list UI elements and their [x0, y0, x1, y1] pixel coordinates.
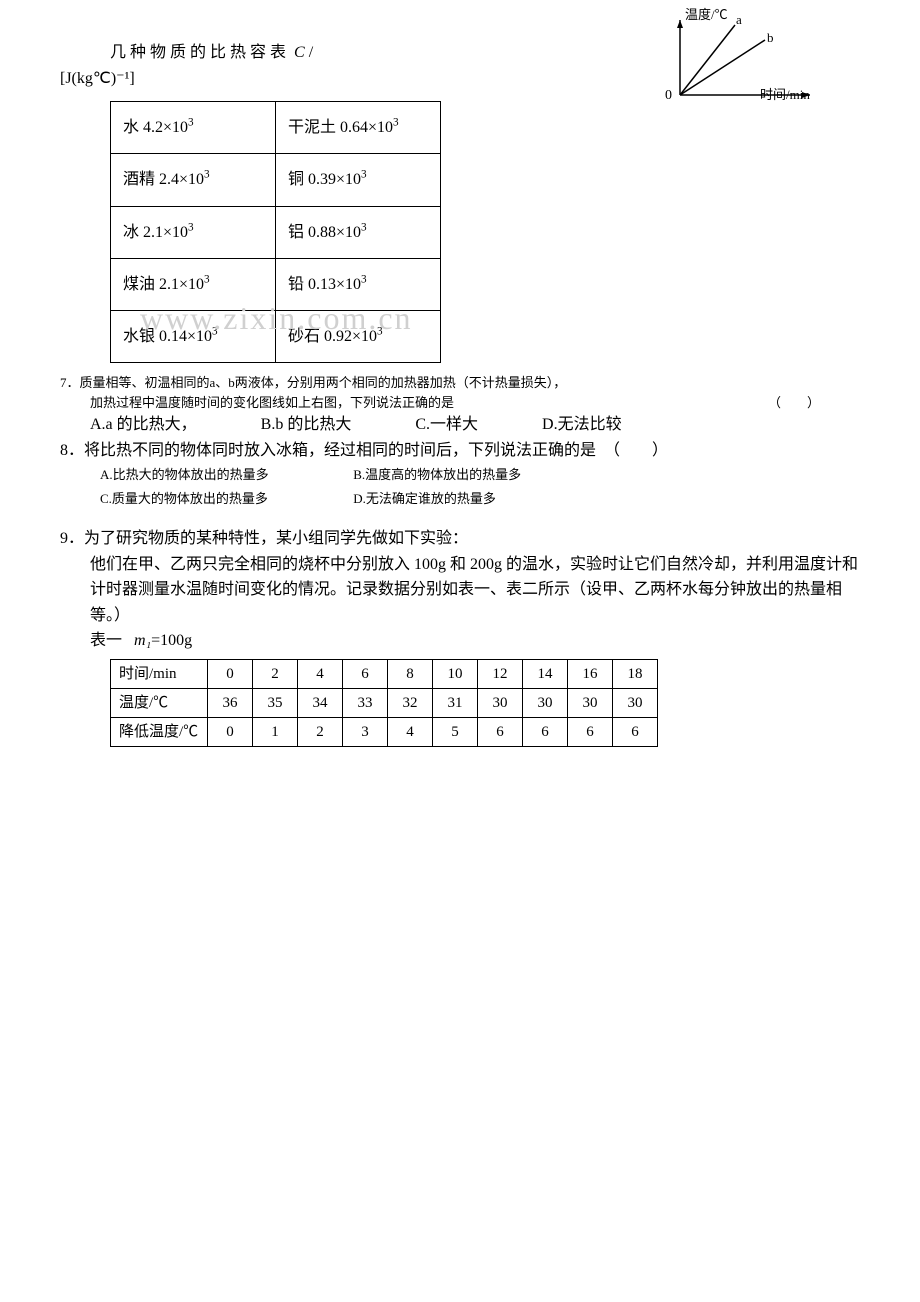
data-cell: 16 — [568, 660, 613, 689]
data-cell: 30 — [478, 689, 523, 718]
table1-mass-val: =100g — [151, 632, 192, 649]
chart-origin-label: 0 — [665, 85, 672, 107]
question-8: 8．将比热不同的物体同时放入冰箱，经过相同的时间后，下列说法正确的是 （ ） — [60, 438, 860, 464]
data-cell: 32 — [388, 689, 433, 718]
data-cell: 0 — [208, 660, 253, 689]
q9-body: 他们在甲、乙两只完全相同的烧杯中分别放入 100g 和 200g 的温水，实验时… — [90, 552, 860, 629]
question-9: 9．为了研究物质的某种特性，某小组同学先做如下实验： — [60, 526, 860, 552]
chart-y-axis-label: 温度/℃ — [685, 5, 728, 26]
q8-option-d: D.无法确定谁放的热量多 — [353, 487, 603, 510]
data-cell: 4 — [298, 660, 343, 689]
heat-cell-left: 水银 0.14×103 — [111, 310, 276, 362]
q7-options: A.a 的比热大， B.b 的比热大 C.一样大 D.无法比较 — [90, 412, 860, 438]
dt1-time-header: 时间/min — [111, 660, 208, 689]
dt1-temp-header: 温度/℃ — [111, 689, 208, 718]
q7-option-b: B.b 的比热大 — [261, 412, 352, 438]
q8-option-a: A.比热大的物体放出的热量多 — [100, 463, 350, 486]
data-cell: 10 — [433, 660, 478, 689]
data-cell: 12 — [478, 660, 523, 689]
data-cell: 2 — [253, 660, 298, 689]
heat-capacity-table: 水 4.2×103干泥土 0.64×103酒精 2.4×103铜 0.39×10… — [110, 101, 441, 363]
data-cell: 6 — [568, 718, 613, 747]
data-cell: 30 — [523, 689, 568, 718]
heat-cell-right: 铅 0.13×103 — [276, 258, 441, 310]
data-cell: 6 — [613, 718, 658, 747]
dt1-drop-header: 降低温度/℃ — [111, 718, 208, 747]
q8-options: A.比热大的物体放出的热量多 B.温度高的物体放出的热量多 C.质量大的物体放出… — [100, 463, 860, 510]
data-table-1: 时间/min024681012141618 温度/℃36353433323130… — [110, 659, 658, 747]
heat-capacity-title: 几种物质的比热容表 — [110, 44, 290, 61]
data-cell: 18 — [613, 660, 658, 689]
heat-cell-right: 干泥土 0.64×103 — [276, 102, 441, 154]
heat-cell-left: 冰 2.1×103 — [111, 206, 276, 258]
data-cell: 3 — [343, 718, 388, 747]
heat-cell-left: 酒精 2.4×103 — [111, 154, 276, 206]
data-cell: 5 — [433, 718, 478, 747]
table1-label: 表一 — [90, 632, 122, 649]
data-cell: 36 — [208, 689, 253, 718]
question-7: 7．质量相等、初温相同的a、b两液体，分别用两个相同的加热器加热（不计热量损失）… — [60, 373, 860, 412]
q7-blank: （ ） — [768, 393, 820, 413]
data-cell: 6 — [343, 660, 388, 689]
heat-cell-left: 水 4.2×103 — [111, 102, 276, 154]
chart-container: 温度/℃ 时间/min 0 a b — [650, 10, 830, 119]
q8-option-c: C.质量大的物体放出的热量多 — [100, 487, 350, 510]
q7-option-a: A.a 的比热大， — [90, 412, 197, 438]
q7-number: 7． — [60, 375, 80, 390]
q9-number: 9． — [60, 530, 84, 547]
q8-option-b: B.温度高的物体放出的热量多 — [353, 463, 603, 486]
chart-x-axis-label: 时间/min — [760, 85, 810, 106]
svg-text:b: b — [767, 30, 774, 45]
q7-line1: 质量相等、初温相同的a、b两液体，分别用两个相同的加热器加热（不计热量损失）， — [80, 375, 567, 390]
data-cell: 34 — [298, 689, 343, 718]
data-cell: 33 — [343, 689, 388, 718]
heat-cell-right: 砂石 0.92×103 — [276, 310, 441, 362]
data-cell: 14 — [523, 660, 568, 689]
heat-cell-right: 铝 0.88×103 — [276, 206, 441, 258]
q9-line1: 为了研究物质的某种特性，某小组同学先做如下实验： — [84, 530, 468, 547]
data-cell: 31 — [433, 689, 478, 718]
title-variable: C — [294, 44, 305, 61]
q7-option-c: C.一样大 — [415, 412, 478, 438]
data-cell: 30 — [568, 689, 613, 718]
data-cell: 30 — [613, 689, 658, 718]
data-cell: 1 — [253, 718, 298, 747]
data-cell: 6 — [478, 718, 523, 747]
q7-line2: 加热过程中温度随时间的变化图线如上右图，下列说法正确的是 — [90, 395, 454, 410]
heat-cell-left: 煤油 2.1×103 — [111, 258, 276, 310]
heat-cell-right: 铜 0.39×103 — [276, 154, 441, 206]
data-cell: 6 — [523, 718, 568, 747]
data-cell: 2 — [298, 718, 343, 747]
svg-text:a: a — [736, 12, 742, 27]
data-cell: 4 — [388, 718, 433, 747]
data-cell: 0 — [208, 718, 253, 747]
table1-mass-var: m₁ — [134, 632, 151, 649]
data-cell: 8 — [388, 660, 433, 689]
data-cell: 35 — [253, 689, 298, 718]
q7-option-d: D.无法比较 — [542, 412, 622, 438]
